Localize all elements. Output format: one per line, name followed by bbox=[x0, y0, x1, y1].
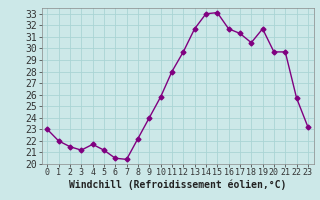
X-axis label: Windchill (Refroidissement éolien,°C): Windchill (Refroidissement éolien,°C) bbox=[69, 180, 286, 190]
